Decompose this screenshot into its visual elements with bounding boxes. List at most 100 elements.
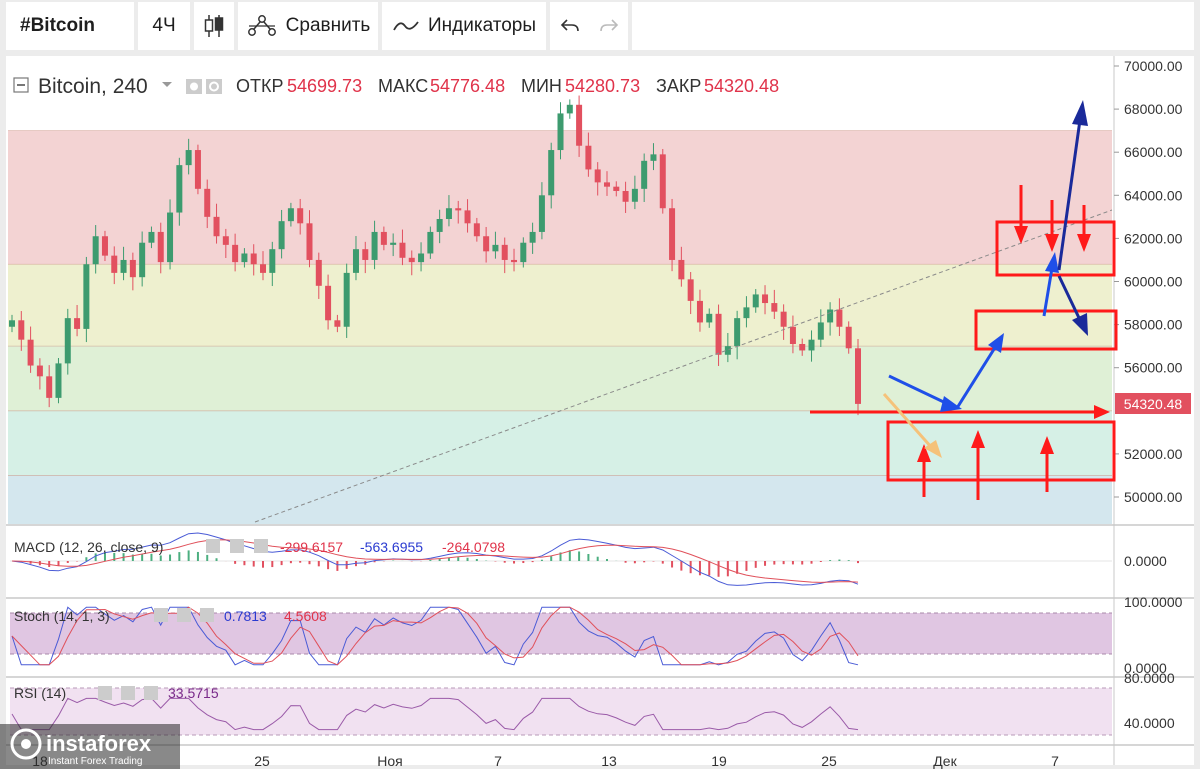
- chevron-down-icon[interactable]: [162, 82, 172, 87]
- candle-body: [278, 221, 285, 250]
- candle-body: [696, 300, 703, 323]
- macd-value: -299.6157: [280, 539, 343, 555]
- candle-body: [687, 279, 694, 301]
- time-tick-label: 7: [494, 753, 502, 769]
- orange-arrow[interactable]: [882, 393, 934, 449]
- price-tick-label: 60000.00: [1124, 274, 1183, 290]
- candle-body: [566, 104, 573, 114]
- candle-body: [808, 339, 815, 351]
- candle-body: [436, 219, 443, 232]
- price-tick-label: 66000.00: [1124, 144, 1183, 160]
- candle-body: [148, 231, 155, 243]
- time-tick-label: 25: [254, 753, 270, 769]
- close-icon[interactable]: [254, 539, 268, 553]
- candle-body: [492, 244, 499, 252]
- eye-icon[interactable]: [206, 539, 220, 553]
- series-title: Bitcoin, 240: [38, 75, 148, 98]
- interval-button[interactable]: 4Ч: [138, 2, 190, 50]
- navy-scenario-arrows[interactable]: [1057, 100, 1088, 336]
- close-icon[interactable]: [200, 608, 214, 622]
- candle-body: [827, 309, 834, 323]
- price-zone-0: [8, 130, 1112, 265]
- redo-icon[interactable]: [598, 17, 620, 35]
- candle-body: [594, 169, 601, 183]
- candle-body: [157, 231, 164, 263]
- red-up-arrows: [917, 430, 1054, 500]
- chart-area[interactable]: 70000.00 68000.00 66000.00 64000.00 62000.00…: [0, 54, 1200, 769]
- candle-body: [55, 363, 62, 398]
- candle-body: [789, 326, 796, 344]
- macd-title: MACD (12, 26, close, 9): [14, 539, 163, 555]
- candle-body: [762, 294, 769, 304]
- price-tick-label: 56000.00: [1124, 360, 1183, 376]
- rsi-title: RSI (14): [14, 685, 66, 701]
- low-label: МИН: [521, 76, 562, 96]
- candle-body: [101, 236, 108, 256]
- candle-body: [250, 253, 257, 265]
- gear-icon[interactable]: [230, 539, 244, 553]
- price-tick-label: 52000.00: [1124, 446, 1183, 462]
- candle-body: [622, 190, 629, 202]
- candle-body: [845, 326, 852, 349]
- candle-body: [455, 208, 462, 211]
- price-axis: 70000.00 68000.00 66000.00 64000.00 62000.00…: [1114, 58, 1183, 505]
- candle-body: [817, 322, 824, 340]
- candle-body: [715, 313, 722, 355]
- candle-body: [120, 259, 127, 273]
- candle-body: [194, 150, 201, 189]
- candle-body: [306, 223, 313, 260]
- close-label: ЗАКР: [656, 76, 701, 96]
- candle-body: [36, 365, 43, 377]
- price-zone-2: [8, 346, 1112, 411]
- price-tick-label: 62000.00: [1124, 230, 1183, 246]
- price-zone-3: [8, 410, 1112, 476]
- chart-style-button[interactable]: [194, 2, 234, 50]
- close-value: 54320.48: [704, 76, 779, 96]
- dashed-trendline[interactable]: [254, 209, 1113, 523]
- candle-body: [529, 231, 536, 243]
- indicators-button[interactable]: Индикаторы: [382, 2, 546, 50]
- stoch-axis-top: 100.0000: [1124, 594, 1183, 610]
- symbol-search-button[interactable]: #Bitcoin: [6, 2, 134, 50]
- stoch-k-value: 0.7813: [224, 608, 267, 624]
- eye-icon[interactable]: [154, 608, 168, 622]
- candle-body: [167, 212, 174, 263]
- last-price-badge: [1115, 393, 1191, 414]
- candle-body: [501, 244, 508, 260]
- compare-button[interactable]: Сравнить: [238, 2, 378, 50]
- gear-icon[interactable]: [121, 686, 135, 700]
- candle-body: [64, 318, 71, 364]
- candle-body: [780, 311, 787, 327]
- candle-body: [836, 309, 843, 327]
- undo-icon[interactable]: [559, 17, 581, 35]
- close-icon[interactable]: [144, 686, 158, 700]
- candle-body: [464, 210, 471, 224]
- high-label: МАКС: [378, 76, 428, 96]
- blue-scenario-arrows[interactable]: [888, 252, 1059, 412]
- candle-body: [511, 259, 518, 263]
- candle-body: [678, 259, 685, 280]
- candle-body: [18, 320, 25, 340]
- candle-body: [408, 257, 415, 263]
- gear-icon[interactable]: [177, 608, 191, 622]
- candle-body: [46, 376, 53, 398]
- candle-body: [613, 186, 620, 191]
- compare-label: Сравнить: [285, 15, 371, 36]
- rsi-axis-bottom: 40.0000: [1124, 715, 1175, 731]
- candle-body: [27, 339, 34, 366]
- orange-arrowhead: [924, 440, 942, 458]
- candle-body: [473, 223, 480, 237]
- resistance-box-upper[interactable]: [995, 220, 1116, 277]
- eye-icon[interactable]: [98, 686, 112, 700]
- candle-body: [418, 253, 425, 263]
- indicators-icon: [393, 21, 419, 31]
- open-label: ОТКР: [236, 76, 284, 96]
- candle-body: [185, 150, 192, 166]
- candle-body: [799, 343, 806, 351]
- high-value: 54776.48: [430, 76, 505, 96]
- candle-body: [557, 113, 564, 151]
- watermark-brand: instaforex: [46, 731, 152, 756]
- support-box-lower[interactable]: [886, 420, 1116, 482]
- gear-icon[interactable]: [206, 79, 222, 94]
- candle-body: [241, 253, 248, 263]
